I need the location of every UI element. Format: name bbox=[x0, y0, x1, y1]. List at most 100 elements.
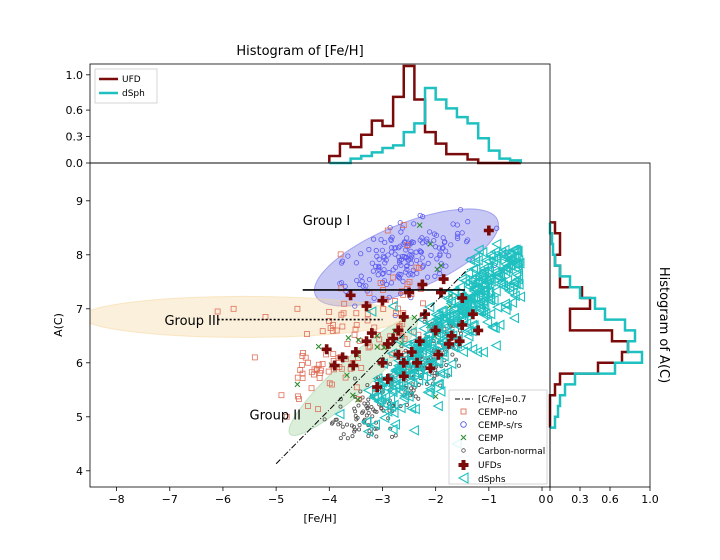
dsph-point bbox=[404, 376, 415, 388]
main-frame bbox=[89, 162, 551, 488]
dsph-point bbox=[442, 293, 453, 304]
cemp-no-point bbox=[294, 305, 301, 312]
cemp-no-point bbox=[378, 343, 385, 350]
top-y-tick-label: 1.0 bbox=[66, 69, 84, 82]
y-tick-label: 5 bbox=[76, 411, 83, 424]
cemp-srs-point bbox=[411, 221, 417, 227]
carbon-normal-point bbox=[370, 414, 375, 419]
dsph-point bbox=[435, 386, 446, 397]
carbon-normal-point bbox=[369, 405, 374, 410]
cemp-srs-point bbox=[342, 283, 348, 290]
legend-ufds-swatch bbox=[458, 460, 469, 470]
cemp-no-point bbox=[314, 365, 321, 372]
legend-dsphs-label: dSphs bbox=[478, 475, 506, 485]
legend-line-label: [C/Fe]=0.7 bbox=[478, 395, 526, 405]
cemp-srs-point bbox=[434, 256, 440, 262]
ufd-point bbox=[398, 371, 409, 382]
cemp-srs-point bbox=[419, 235, 425, 241]
ufd-point bbox=[420, 309, 431, 320]
cemp-srs-point bbox=[358, 251, 364, 257]
data-points bbox=[0, 0, 526, 450]
cemp-srs-point bbox=[457, 207, 464, 213]
ufd-point bbox=[438, 274, 449, 285]
cemp-srs-point bbox=[399, 253, 405, 260]
y-tick-label: 7 bbox=[76, 303, 83, 316]
ufd-point bbox=[361, 301, 372, 312]
cemp-srs-point bbox=[443, 263, 449, 269]
ufd-point bbox=[398, 311, 409, 322]
dsph-point bbox=[398, 392, 409, 404]
dsph-point bbox=[462, 277, 473, 289]
cemp-srs-point bbox=[380, 270, 386, 276]
cemp-no-point bbox=[400, 291, 407, 298]
right-hist-xticks: 0 0.3 0.6 1.0 bbox=[547, 487, 659, 506]
dsph-point bbox=[372, 373, 383, 384]
dsph-point bbox=[409, 353, 420, 364]
cemp-srs-point bbox=[419, 264, 426, 270]
carbon-normal-point bbox=[356, 403, 361, 408]
cemp-srs-point bbox=[409, 239, 415, 245]
dsph-point bbox=[467, 263, 479, 275]
right-x-tick-label: 0 bbox=[547, 493, 554, 506]
dsph-point bbox=[362, 385, 374, 396]
cemp-no-point bbox=[304, 331, 310, 337]
x-tick-label: −5 bbox=[268, 493, 284, 506]
cemp-no-point bbox=[338, 285, 345, 292]
cemp-srs-point bbox=[357, 281, 363, 288]
dsph-point bbox=[434, 367, 446, 379]
dsph-point bbox=[514, 257, 525, 269]
ufd-point bbox=[393, 349, 404, 360]
carbon-normal-point bbox=[357, 427, 362, 432]
carbon-normal-point bbox=[360, 410, 365, 415]
cemp-srs-point bbox=[373, 263, 379, 269]
dsph-point bbox=[392, 364, 403, 375]
cemp-point bbox=[294, 381, 301, 388]
top-hist-title: Histogram of [Fe/H] bbox=[236, 44, 363, 59]
cemp-srs-point bbox=[376, 266, 382, 272]
dsph-point bbox=[387, 423, 398, 435]
cemp-srs-point bbox=[413, 249, 419, 255]
cemp-srs-point bbox=[454, 222, 461, 228]
carbon-normal-point bbox=[365, 406, 370, 411]
cemp-no-point bbox=[283, 413, 290, 420]
cemp-srs-point bbox=[402, 269, 409, 275]
cemp-no-point bbox=[230, 305, 237, 312]
carbon-normal-point bbox=[357, 423, 362, 428]
dsph-point bbox=[362, 426, 373, 437]
dsph-point bbox=[374, 396, 385, 408]
ufd-point bbox=[412, 357, 423, 368]
cemp-point bbox=[315, 343, 322, 350]
carbon-normal-point bbox=[404, 402, 409, 407]
cemp-no-point bbox=[384, 227, 391, 234]
dsph-point bbox=[432, 400, 443, 412]
legend-cemp-no-swatch bbox=[460, 408, 467, 415]
carbon-normal-point bbox=[366, 397, 371, 402]
ufd-point bbox=[366, 328, 377, 339]
cemp-no-point bbox=[326, 308, 333, 315]
cemp-srs-point bbox=[414, 270, 420, 276]
right-x-tick-label: 0.6 bbox=[601, 493, 619, 506]
dsph-point bbox=[424, 301, 435, 313]
cemp-srs-point bbox=[448, 242, 454, 248]
dsph-point bbox=[490, 340, 501, 351]
ufd-point bbox=[382, 374, 393, 385]
dsph-point bbox=[416, 347, 427, 359]
dsph-point bbox=[439, 319, 451, 330]
cemp-srs-point bbox=[391, 245, 397, 251]
cemp-no-point bbox=[308, 385, 315, 392]
carbon-normal-point bbox=[393, 433, 398, 438]
dsph-point bbox=[438, 368, 449, 379]
right-hist-title: Histogram of A(C) bbox=[656, 267, 671, 383]
dsph-point bbox=[390, 364, 401, 375]
upper-limit-point bbox=[0, 0, 5, 5]
top-histogram: Histogram of [Fe/H] 0.0 0.3 0.6 1.0 UFD dSp… bbox=[66, 44, 551, 170]
dsph-point bbox=[432, 315, 443, 327]
dsph-point bbox=[478, 279, 489, 291]
cemp-no-point bbox=[305, 403, 311, 409]
dsph-point bbox=[369, 419, 380, 431]
dsph-point bbox=[489, 246, 501, 258]
dsph-point bbox=[510, 244, 521, 256]
dsph-point bbox=[480, 254, 491, 266]
dsph-point bbox=[334, 408, 345, 420]
cemp-srs-point bbox=[431, 231, 438, 237]
